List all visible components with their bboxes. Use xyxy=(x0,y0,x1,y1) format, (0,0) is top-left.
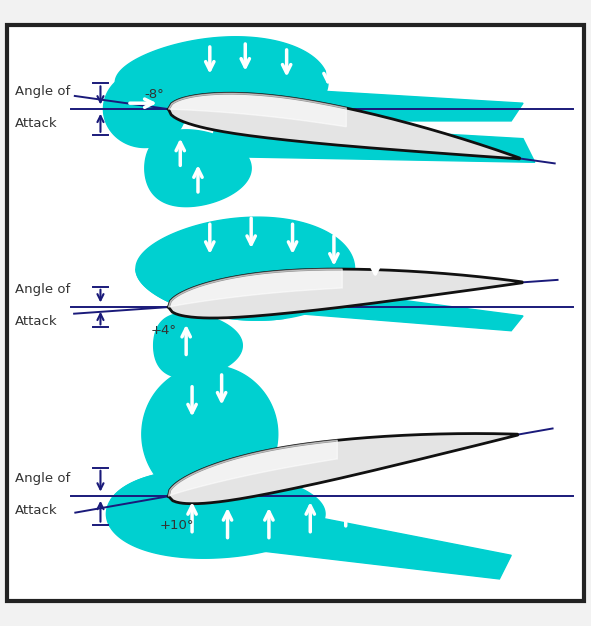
Polygon shape xyxy=(168,269,522,318)
Polygon shape xyxy=(154,313,242,378)
Polygon shape xyxy=(111,470,511,579)
Polygon shape xyxy=(103,71,186,148)
Text: Attack: Attack xyxy=(15,316,57,329)
Polygon shape xyxy=(119,86,523,128)
Polygon shape xyxy=(168,93,346,126)
Text: Attack: Attack xyxy=(15,118,57,130)
Text: +4°: +4° xyxy=(151,324,177,337)
Polygon shape xyxy=(115,37,328,128)
Polygon shape xyxy=(168,269,342,307)
Polygon shape xyxy=(210,121,535,162)
Polygon shape xyxy=(106,470,325,558)
Text: Attack: Attack xyxy=(15,505,57,518)
Text: Angle of: Angle of xyxy=(15,472,70,485)
Text: Angle of: Angle of xyxy=(15,85,70,98)
Polygon shape xyxy=(168,93,519,159)
Text: -8°: -8° xyxy=(145,88,164,101)
Text: +10°: +10° xyxy=(160,519,194,532)
Text: Angle of: Angle of xyxy=(15,283,70,296)
Polygon shape xyxy=(168,440,337,496)
Polygon shape xyxy=(168,434,518,504)
Polygon shape xyxy=(145,130,251,207)
Polygon shape xyxy=(136,269,523,331)
FancyBboxPatch shape xyxy=(7,24,584,602)
Polygon shape xyxy=(142,365,278,503)
Polygon shape xyxy=(136,217,355,321)
